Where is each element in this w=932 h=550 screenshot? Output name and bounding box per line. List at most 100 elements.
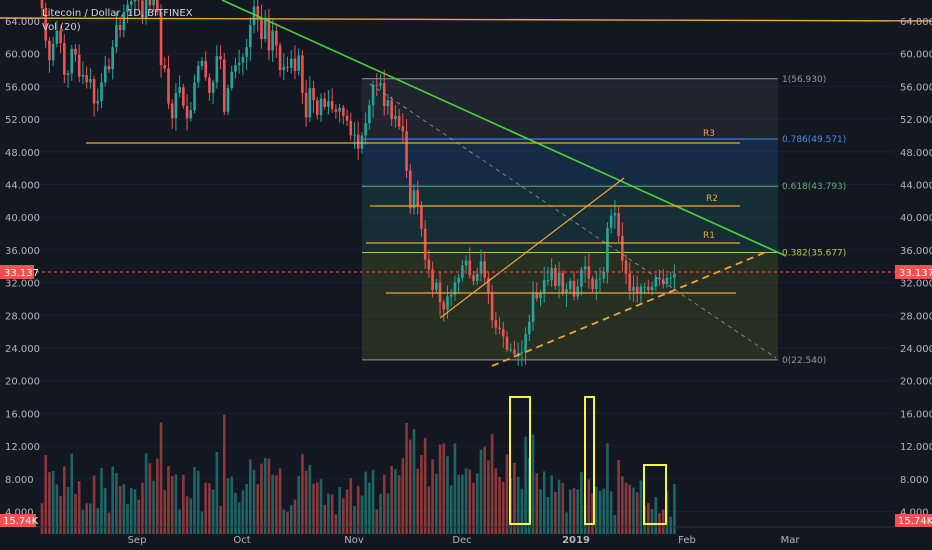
- candle-body: [371, 84, 375, 106]
- volume-bar: [639, 480, 643, 534]
- volume-bar: [446, 456, 449, 534]
- volume-bar: [606, 443, 609, 534]
- candle-body: [606, 227, 609, 272]
- volume-bar: [617, 459, 620, 534]
- price-tag-right: 33.137: [895, 265, 932, 279]
- volume-highlight-3[interactable]: [643, 464, 667, 525]
- price-tick-left: 36.000: [5, 246, 40, 257]
- candlestick-series: [40, 0, 676, 367]
- candle-body: [156, 0, 159, 13]
- volume-bar: [103, 487, 107, 534]
- candle-body: [103, 65, 107, 83]
- price-tick-right: 56.000: [900, 82, 932, 93]
- candle-body: [345, 115, 349, 121]
- volume-bar: [594, 486, 598, 534]
- volume-bar: [479, 449, 483, 534]
- volume-bar: [565, 512, 568, 534]
- volume-bar: [170, 475, 174, 534]
- candle-body: [360, 135, 364, 149]
- volume-bar: [442, 443, 446, 534]
- price-tick-left: 40.000: [5, 213, 40, 224]
- volume-bar: [635, 492, 639, 534]
- top-horizontal-level[interactable]: [0, 17, 932, 22]
- volume-bar: [211, 489, 215, 534]
- candle-body: [505, 336, 509, 350]
- volume-bar: [174, 474, 178, 534]
- rising-channel-line[interactable]: [439, 177, 625, 319]
- candle-body: [628, 273, 632, 291]
- ascending-support-dashed[interactable]: [491, 251, 767, 367]
- volume-bar: [100, 468, 103, 534]
- drawings[interactable]: R3 R2 R1: [0, 0, 932, 525]
- volume-bar: [167, 466, 170, 534]
- volume-bar: [334, 514, 338, 534]
- volume-bar: [338, 487, 341, 534]
- volume-highlight-2[interactable]: [584, 396, 595, 525]
- candle-body: [408, 170, 412, 209]
- candle-body: [319, 98, 323, 116]
- volume-bar: [621, 476, 624, 534]
- price-tick-right: 28.000: [900, 311, 932, 322]
- candle-body: [237, 62, 241, 66]
- candle-body: [289, 58, 293, 68]
- candle-body: [48, 40, 51, 61]
- volume-bar: [70, 453, 74, 534]
- fibonacci-retracement[interactable]: 1(56.930) 0.786(49.571) 0.618(43.793) 0.382…: [362, 75, 846, 366]
- volume-bar: [208, 483, 211, 534]
- volume-bar: [59, 495, 62, 534]
- volume-bar: [237, 502, 241, 534]
- volume-bar: [472, 482, 475, 534]
- volume-bar: [423, 437, 427, 534]
- volume-bar: [453, 443, 457, 534]
- volume-bar: [483, 446, 486, 534]
- volume-bar: [156, 458, 159, 534]
- candle-body: [427, 259, 431, 270]
- volume-bar: [438, 444, 442, 534]
- volume-bar: [650, 509, 654, 534]
- price-tick-left: 28.000: [5, 311, 40, 322]
- volume-bar: [364, 471, 367, 534]
- volume-bar: [297, 475, 300, 534]
- candle-body: [234, 65, 237, 72]
- volume-bar: [96, 508, 100, 534]
- volume-bar: [282, 509, 286, 534]
- volume-bar: [122, 484, 126, 534]
- price-tag-right-text: 33.137: [899, 268, 932, 279]
- candle-body: [516, 352, 520, 355]
- volume-bar: [371, 469, 375, 534]
- projection-dashed-line[interactable]: [369, 83, 777, 359]
- price-axis-left[interactable]: 64.000 60.000 56.000 52.000 48.000 44.000 40.0…: [5, 17, 40, 519]
- candle-body: [464, 260, 468, 266]
- fib-zone: [362, 138, 778, 187]
- candle-body: [260, 18, 263, 39]
- volume-bar: [219, 505, 222, 534]
- candle-body: [189, 110, 193, 119]
- candle-body: [115, 25, 118, 48]
- candle-body: [650, 286, 654, 290]
- volume-histogram: [40, 414, 676, 534]
- volume-tag-left: 15.74K: [0, 514, 39, 527]
- time-axis[interactable]: Sep Oct Nov Dec 2019 Feb Mar: [0, 526, 895, 546]
- volume-bar: [74, 493, 77, 534]
- candle-body: [546, 280, 550, 282]
- price-axis-right[interactable]: 64.000 60.000 56.000 52.000 48.000 44.000 40.0…: [900, 17, 932, 519]
- volume-bar: [118, 486, 122, 534]
- volume-bar: [342, 498, 345, 534]
- price-tick-right: 44.000: [900, 181, 932, 192]
- volume-bar: [66, 487, 70, 534]
- volume-bar: [431, 459, 434, 534]
- volume-bar: [141, 482, 144, 534]
- candle-body: [293, 58, 297, 71]
- price-tick-left: 8.000: [5, 475, 34, 486]
- candle-body: [494, 320, 498, 328]
- candle-body: [222, 59, 226, 112]
- candle-body: [635, 286, 639, 293]
- candle-body: [304, 92, 308, 118]
- candle-body: [196, 65, 200, 83]
- descending-trendline[interactable]: [221, 0, 787, 257]
- volume-bar: [308, 464, 312, 534]
- volume-highlight-1[interactable]: [509, 396, 531, 525]
- candle-body: [557, 272, 561, 286]
